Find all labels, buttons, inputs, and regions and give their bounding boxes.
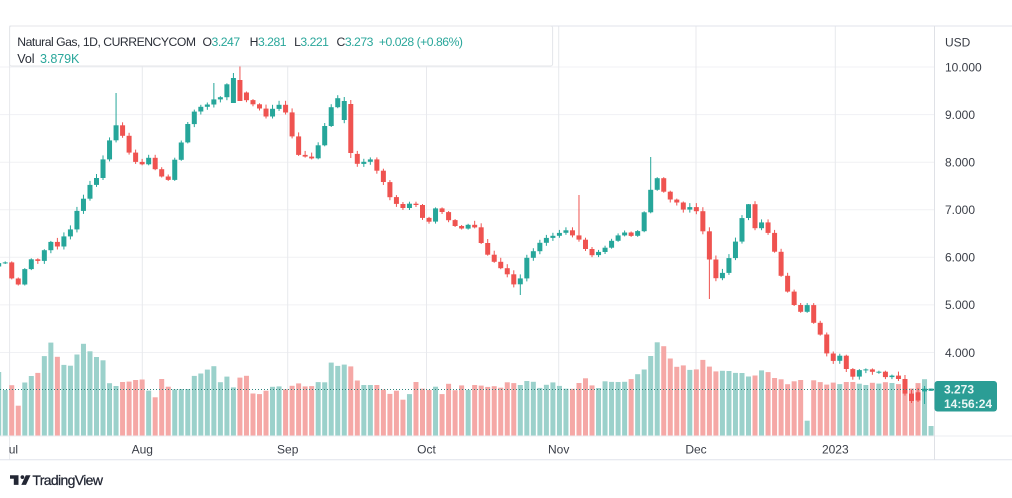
svg-text:Sep: Sep bbox=[277, 442, 299, 456]
svg-text:6.000: 6.000 bbox=[945, 251, 975, 265]
svg-text:Dec: Dec bbox=[685, 442, 706, 456]
svg-text:5.000: 5.000 bbox=[945, 298, 975, 312]
svg-text:7.000: 7.000 bbox=[945, 203, 975, 217]
svg-text:9.000: 9.000 bbox=[945, 108, 975, 122]
svg-text:Nov: Nov bbox=[548, 442, 569, 456]
svg-text:ul: ul bbox=[9, 442, 18, 456]
svg-text:Aug: Aug bbox=[132, 442, 153, 456]
svg-text:USD: USD bbox=[945, 35, 971, 49]
svg-text:4.000: 4.000 bbox=[945, 346, 975, 360]
svg-text:2023: 2023 bbox=[822, 442, 849, 456]
svg-text:10.000: 10.000 bbox=[945, 60, 982, 74]
svg-text:TradingView: TradingView bbox=[32, 472, 103, 488]
svg-text:8.000: 8.000 bbox=[945, 156, 975, 170]
svg-text:14:56:24: 14:56:24 bbox=[944, 397, 992, 411]
svg-text:3.273: 3.273 bbox=[944, 383, 974, 397]
svg-text:Oct: Oct bbox=[417, 442, 436, 456]
